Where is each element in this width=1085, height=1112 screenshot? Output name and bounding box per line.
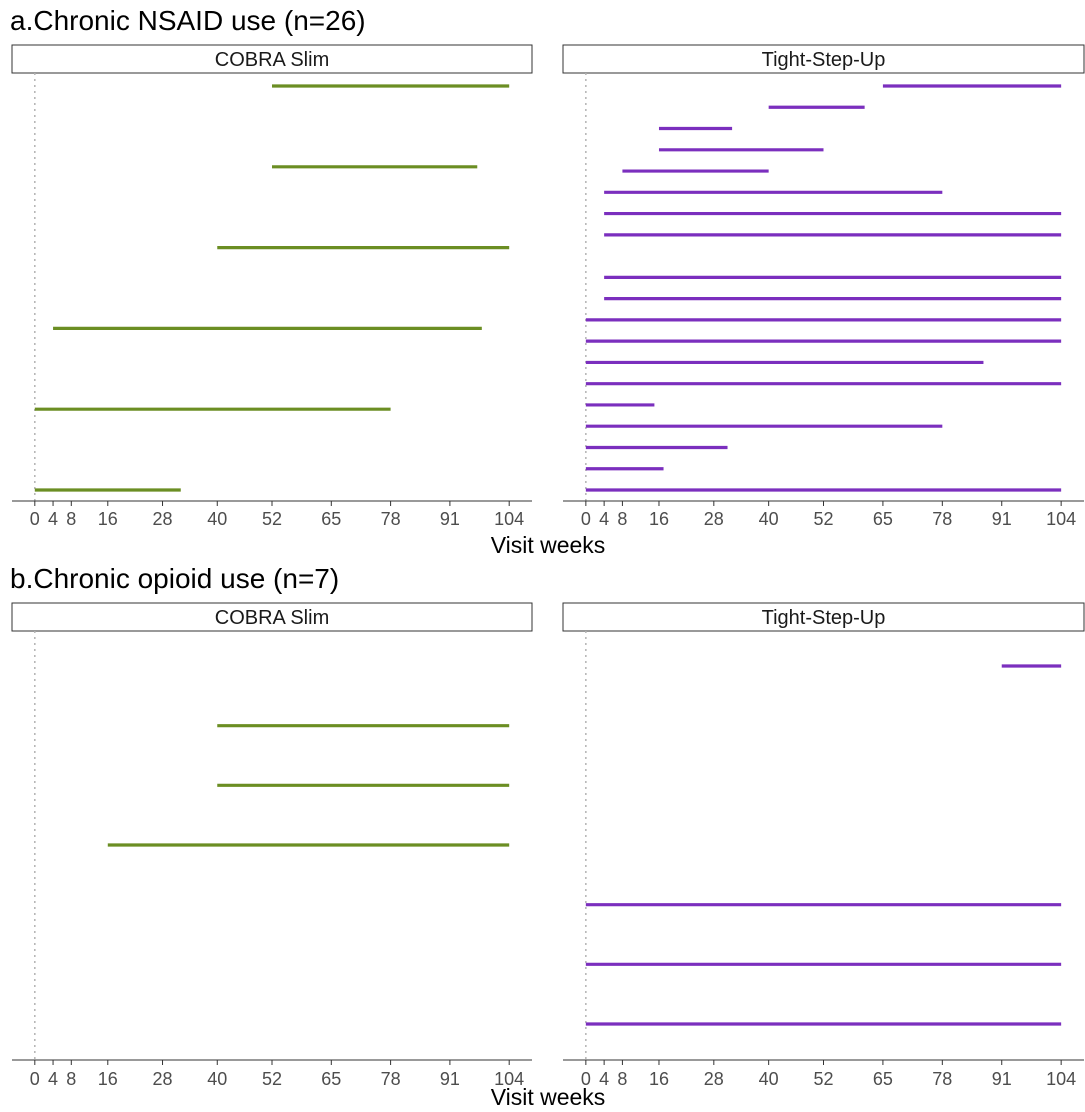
strip-label: COBRA Slim (215, 607, 329, 629)
x-tick-label: 65 (321, 509, 341, 529)
x-tick-label: 91 (440, 1069, 460, 1089)
x-tick-label: 91 (440, 509, 460, 529)
strip-box (11, 44, 533, 74)
x-tick-label: 28 (153, 1069, 173, 1089)
x-tick-label: 8 (617, 509, 627, 529)
x-tick-label: 8 (66, 1069, 76, 1089)
x-tick-label: 0 (30, 509, 40, 529)
x-tick-label: 78 (381, 1069, 401, 1089)
panel-tight-step-up: Tight-Step-Up 0 4 8 16 28 40 52 65 78 91 104 (562, 44, 1085, 529)
x-tick-label: 0 (581, 1069, 591, 1089)
strip-box (562, 44, 1085, 74)
chart-title: b.Chronic opioid use (n=7) (10, 563, 339, 594)
panel-cobra-slim: COBRA Slim 0 4 8 16 28 40 52 65 78 91 104 (11, 602, 533, 1089)
x-tick-label: 52 (813, 1069, 833, 1089)
x-tick-label: 0 (581, 509, 591, 529)
x-tick-label: 78 (932, 1069, 952, 1089)
x-tick-label: 28 (153, 509, 173, 529)
x-tick-label: 104 (1046, 509, 1076, 529)
x-tick-label: 16 (649, 1069, 669, 1089)
x-axis-label: Visit weeks (491, 532, 606, 558)
x-tick-label: 8 (66, 509, 76, 529)
x-tick-label: 78 (932, 509, 952, 529)
x-tick-label: 104 (494, 1069, 524, 1089)
x-tick-label: 91 (992, 1069, 1012, 1089)
x-tick-label: 52 (813, 509, 833, 529)
x-tick-label: 65 (873, 509, 893, 529)
x-tick-label: 28 (704, 1069, 724, 1089)
x-tick-label: 104 (494, 509, 524, 529)
x-tick-label: 52 (262, 509, 282, 529)
x-tick-label: 52 (262, 1069, 282, 1089)
x-tick-label: 40 (759, 509, 779, 529)
x-tick-label: 78 (381, 509, 401, 529)
x-tick-label: 65 (321, 1069, 341, 1089)
x-axis-label: Visit weeks (491, 1084, 606, 1110)
x-tick-label: 40 (759, 1069, 779, 1089)
x-tick-label: 40 (207, 1069, 227, 1089)
x-tick-label: 4 (48, 1069, 58, 1089)
strip-label: Tight-Step-Up (762, 607, 886, 629)
x-tick-label: 104 (1046, 1069, 1076, 1089)
chart-title: a.Chronic NSAID use (n=26) (10, 5, 366, 36)
panel-tight-step-up: Tight-Step-Up 0 4 8 16 28 40 52 65 78 91 104 (562, 602, 1085, 1089)
x-tick-label: 91 (992, 509, 1012, 529)
x-tick-label: 65 (873, 1069, 893, 1089)
strip-label: COBRA Slim (215, 49, 329, 71)
strip-box (11, 602, 533, 632)
x-tick-label: 40 (207, 509, 227, 529)
x-tick-label: 4 (599, 509, 609, 529)
x-tick-label: 4 (48, 509, 58, 529)
panel-cobra-slim: COBRA Slim 0 4 8 16 28 40 52 65 78 91 104 (11, 44, 533, 529)
x-tick-label: 4 (599, 1069, 609, 1089)
x-tick-label: 16 (98, 509, 118, 529)
x-tick-label: 8 (617, 1069, 627, 1089)
x-tick-label: 16 (98, 1069, 118, 1089)
strip-box (562, 602, 1085, 632)
x-tick-label: 28 (704, 509, 724, 529)
strip-label: Tight-Step-Up (762, 49, 886, 71)
x-tick-label: 16 (649, 509, 669, 529)
x-tick-label: 0 (30, 1069, 40, 1089)
